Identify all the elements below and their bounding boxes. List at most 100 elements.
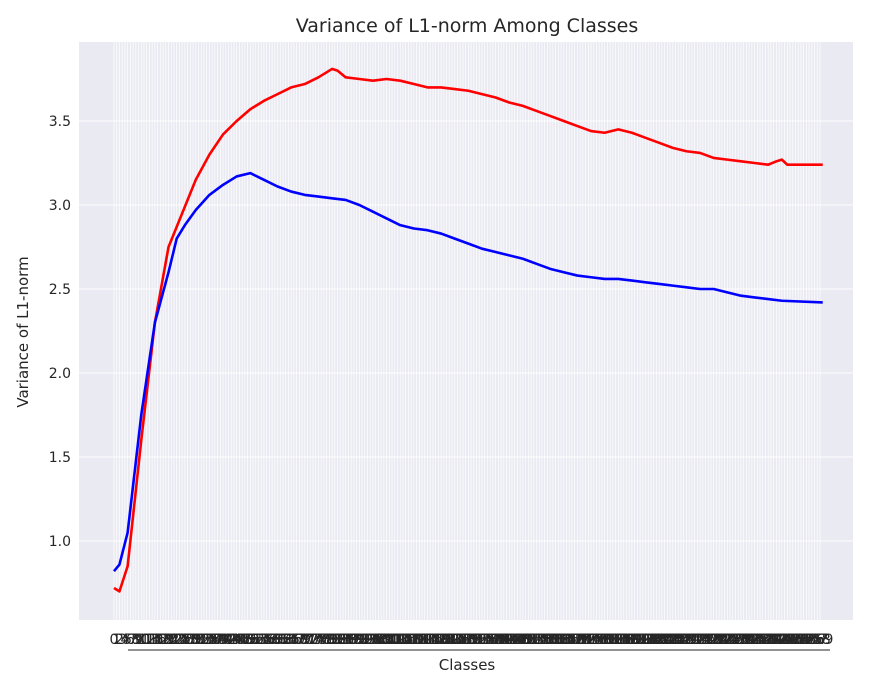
- x-tick-label: 188: [613, 632, 640, 648]
- x-tick-label: 248: [777, 632, 804, 648]
- x-tick-label: 63: [277, 632, 295, 648]
- x-tick-label: 224: [711, 632, 738, 648]
- x-tick-label: 251: [785, 632, 812, 648]
- x-tick-label: 211: [676, 632, 703, 648]
- x-tick-label: 135: [469, 632, 496, 648]
- x-tick-label: 253: [790, 632, 817, 648]
- x-tick-label: 252: [788, 632, 815, 648]
- x-tick-label: 46: [230, 632, 248, 648]
- x-tick-label: 96: [367, 632, 385, 648]
- x-tick-label: 103: [381, 632, 408, 648]
- x-tick-label: 30: [187, 632, 205, 648]
- x-tick-label: 169: [561, 632, 588, 648]
- x-tick-label: 127: [447, 632, 474, 648]
- x-tick-label: 216: [689, 632, 716, 648]
- x-tick-label: 104: [384, 632, 411, 648]
- x-tick-label: 1: [112, 632, 121, 648]
- x-tick-label: 61: [271, 632, 289, 648]
- x-tick-label: 151: [512, 632, 539, 648]
- x-tick-label: 203: [654, 632, 681, 648]
- x-tick-label: 256: [798, 632, 825, 648]
- x-tick-label: 150: [510, 632, 537, 648]
- x-tick-label: 60: [269, 632, 287, 648]
- x-tick-label: 161: [539, 632, 566, 648]
- x-tick-label: 230: [728, 632, 755, 648]
- x-tick-label: 189: [616, 632, 643, 648]
- y-tick-label: 2.0: [49, 366, 71, 382]
- x-tick-label: 2: [115, 632, 124, 648]
- x-tick-label: 218: [695, 632, 722, 648]
- x-tick-label: 140: [482, 632, 509, 648]
- x-tick-label: 19: [157, 632, 175, 648]
- y-axis-ticks: 1.0 1.5 2.0 2.5 3.0 3.5: [49, 114, 71, 550]
- x-tick-label: 20: [160, 632, 178, 648]
- x-tick-label: 187: [610, 632, 637, 648]
- x-tick-label: 149: [507, 632, 534, 648]
- x-tick-label: 181: [594, 632, 621, 648]
- x-tick-label: 142: [488, 632, 515, 648]
- x-tick-label: 92: [356, 632, 374, 648]
- x-tick-label: 83: [331, 632, 349, 648]
- x-tick-label: 11: [135, 632, 153, 648]
- x-tick-label: 40: [214, 632, 232, 648]
- x-tick-label: 240: [755, 632, 782, 648]
- x-tick-label: 10: [132, 632, 150, 648]
- x-tick-label: 84: [334, 632, 352, 648]
- x-tick-label: 200: [646, 632, 673, 648]
- x-tick-label: 28: [181, 632, 199, 648]
- x-tick-label: 36: [203, 632, 221, 648]
- x-tick-label: 14: [143, 632, 161, 648]
- x-tick-label: 59: [266, 632, 284, 648]
- x-tick-label: 217: [692, 632, 719, 648]
- x-tick-label: 190: [619, 632, 646, 648]
- x-tick-label: 26: [176, 632, 194, 648]
- x-tick-label: 23: [168, 632, 186, 648]
- x-tick-label: 194: [629, 632, 656, 648]
- x-tick-label: 152: [515, 632, 542, 648]
- x-tick-label: 226: [717, 632, 744, 648]
- x-tick-label: 80: [323, 632, 341, 648]
- x-tick-label: 219: [698, 632, 725, 648]
- x-tick-label: 131: [458, 632, 485, 648]
- x-tick-label: 147: [501, 632, 528, 648]
- x-tick-label: 234: [738, 632, 765, 648]
- x-tick-label: 13: [141, 632, 159, 648]
- x-tick-label: 160: [537, 632, 564, 648]
- x-tick-label: 119: [425, 632, 452, 648]
- x-tick-label: 114: [411, 632, 438, 648]
- x-tick-label: 208: [668, 632, 695, 648]
- x-tick-label: 233: [736, 632, 763, 648]
- x-tick-label: 117: [420, 632, 447, 648]
- x-tick-label: 87: [342, 632, 360, 648]
- x-tick-label: 174: [575, 632, 602, 648]
- x-tick-label: 97: [369, 632, 387, 648]
- x-tick-label: 70: [296, 632, 314, 648]
- x-tick-label: 81: [326, 632, 344, 648]
- x-tick-label: 191: [621, 632, 648, 648]
- x-tick-label: 122: [433, 632, 460, 648]
- x-tick-label: 98: [372, 632, 390, 648]
- x-tick-label: 66: [285, 632, 303, 648]
- x-tick-label: 35: [200, 632, 218, 648]
- x-tick-label: 22: [165, 632, 183, 648]
- x-tick-label: 249: [779, 632, 806, 648]
- x-tick-label: 86: [340, 632, 358, 648]
- x-tick-label: 221: [703, 632, 730, 648]
- x-tick-label: 239: [752, 632, 779, 648]
- x-tick-label: 185: [605, 632, 632, 648]
- x-tick-label: 15: [146, 632, 164, 648]
- x-tick-label: 202: [651, 632, 678, 648]
- x-tick-label: 72: [301, 632, 319, 648]
- x-tick-label: 101: [376, 632, 403, 648]
- x-axis-ticks: 0123456789101112131415161718192021222324…: [110, 632, 833, 651]
- y-tick-label: 1.5: [49, 450, 71, 466]
- x-tick-label: 78: [318, 632, 336, 648]
- x-tick-label: 56: [258, 632, 276, 648]
- x-tick-label: 41: [217, 632, 235, 648]
- x-tick-label: 48: [236, 632, 254, 648]
- x-tick-label: 3: [118, 632, 127, 648]
- x-tick-label: 206: [662, 632, 689, 648]
- x-tick-label: 44: [225, 632, 243, 648]
- x-tick-label: 91: [353, 632, 371, 648]
- x-tick-label: 33: [195, 632, 213, 648]
